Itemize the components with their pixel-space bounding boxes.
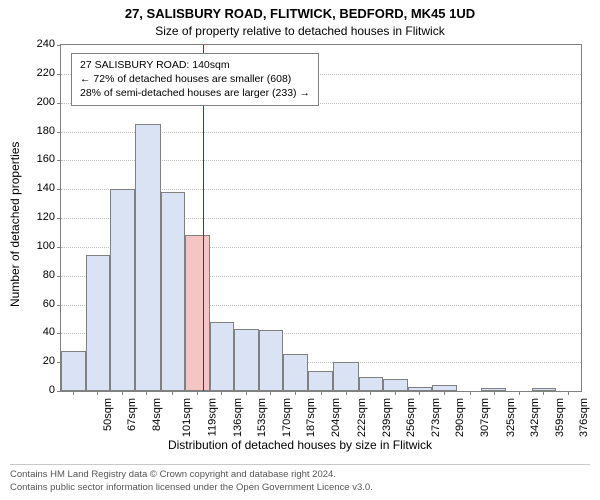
chart-container: 27, SALISBURY ROAD, FLITWICK, BEDFORD, M… [0,0,600,500]
y-tick-label: 120 [15,211,55,223]
y-tick-mark [57,103,61,104]
y-tick-label: 160 [15,153,55,165]
y-tick-mark [57,305,61,306]
histogram-bar [383,379,408,391]
x-tick-label: 222sqm [356,398,368,437]
histogram-bar [259,330,284,391]
x-tick-mark [470,391,471,395]
x-tick-mark [568,391,569,395]
y-tick-mark [57,333,61,334]
y-tick-label: 180 [15,125,55,137]
y-tick-label: 200 [15,96,55,108]
x-tick-mark [97,391,98,395]
info-box-line1: 27 SALISBURY ROAD: 140sqm [80,58,310,72]
x-tick-mark [519,391,520,395]
x-tick-label: 136sqm [232,398,244,437]
x-tick-label: 290sqm [454,398,466,437]
y-tick-label: 220 [15,67,55,79]
footer-line1: Contains HM Land Registry data © Crown c… [10,469,590,481]
histogram-bar [61,351,86,391]
x-tick-label: 119sqm [207,398,219,436]
footer: Contains HM Land Registry data © Crown c… [10,464,590,494]
histogram-bar [210,322,235,391]
x-tick-mark [543,391,544,395]
x-tick-mark [221,391,222,395]
x-tick-label: 376sqm [579,398,591,437]
y-tick-mark [57,189,61,190]
x-tick-label: 67sqm [126,398,138,431]
x-tick-mark [370,391,371,395]
histogram-bar [86,255,111,391]
x-tick-label: 170sqm [281,398,293,437]
x-tick-label: 239sqm [381,398,393,437]
histogram-bar [283,354,308,391]
x-tick-label: 359sqm [554,398,566,437]
x-tick-label: 153sqm [256,398,268,437]
plot-area: 27 SALISBURY ROAD: 140sqm ← 72% of detac… [60,44,582,392]
y-tick-mark [57,218,61,219]
x-tick-mark [295,391,296,395]
info-box: 27 SALISBURY ROAD: 140sqm ← 72% of detac… [71,53,319,106]
info-box-line2: ← 72% of detached houses are smaller (60… [80,72,310,86]
y-tick-mark [57,160,61,161]
histogram-bar [161,192,186,391]
histogram-bar [359,377,384,391]
histogram-bar [135,124,161,391]
info-box-line3: 28% of semi-detached houses are larger (… [80,86,310,100]
x-tick-mark [172,391,173,395]
x-tick-mark [395,391,396,395]
x-tick-label: 342sqm [529,398,541,437]
x-tick-label: 50sqm [102,398,114,431]
histogram-bar [333,362,359,391]
y-tick-mark [57,45,61,46]
histogram-bar-highlight [185,235,210,391]
y-tick-label: 80 [15,269,55,281]
x-tick-label: 84sqm [151,398,163,431]
chart-title-sub: Size of property relative to detached ho… [0,24,600,38]
x-axis-label: Distribution of detached houses by size … [0,438,600,452]
y-tick-label: 240 [15,38,55,50]
histogram-bar [308,371,333,391]
x-tick-mark [270,391,271,395]
x-tick-mark [444,391,445,395]
y-tick-label: 20 [15,355,55,367]
y-tick-mark [57,391,61,392]
x-tick-mark [122,391,123,395]
x-tick-label: 187sqm [306,398,318,437]
x-tick-label: 101sqm [181,398,193,437]
x-tick-mark [73,391,74,395]
x-tick-label: 307sqm [479,398,491,437]
y-tick-label: 60 [15,298,55,310]
x-tick-mark [419,391,420,395]
y-tick-label: 140 [15,182,55,194]
x-tick-label: 256sqm [405,398,417,437]
y-tick-label: 100 [15,240,55,252]
x-tick-label: 325sqm [505,398,517,437]
y-tick-mark [57,247,61,248]
x-tick-mark [321,391,322,395]
y-tick-mark [57,276,61,277]
y-tick-label: 40 [15,326,55,338]
x-tick-mark [246,391,247,395]
x-tick-mark [146,391,147,395]
x-tick-mark [346,391,347,395]
chart-title-main: 27, SALISBURY ROAD, FLITWICK, BEDFORD, M… [0,6,600,21]
footer-line2: Contains public sector information licen… [10,482,590,494]
y-tick-label: 0 [15,384,55,396]
x-tick-mark [197,391,198,395]
histogram-bar [234,329,259,391]
x-tick-mark [494,391,495,395]
x-tick-label: 204sqm [330,398,342,437]
y-tick-mark [57,74,61,75]
histogram-bar [110,189,135,391]
y-tick-mark [57,132,61,133]
x-tick-label: 273sqm [430,398,442,437]
